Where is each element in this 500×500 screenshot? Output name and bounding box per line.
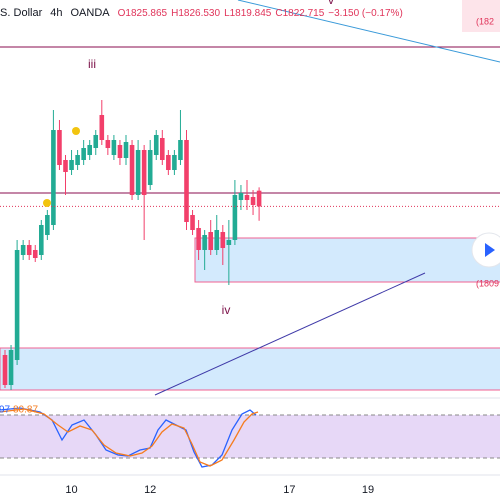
candle-body xyxy=(129,145,135,195)
candle-body xyxy=(81,148,86,160)
candle-body xyxy=(2,355,8,385)
play-icon[interactable] xyxy=(485,243,495,257)
candle-body xyxy=(178,140,183,160)
candle-body xyxy=(226,240,232,245)
candle-body xyxy=(111,140,117,155)
candle-body xyxy=(166,155,171,170)
candle-body xyxy=(220,232,226,248)
candle-body xyxy=(105,140,111,148)
candle-body xyxy=(117,145,123,158)
candle-body xyxy=(250,197,256,205)
price-label: (1809 xyxy=(476,278,499,288)
x-tick-label: 17 xyxy=(283,484,295,496)
candle-body xyxy=(32,250,38,258)
candle-body xyxy=(238,193,244,200)
candle-body xyxy=(190,215,195,230)
candle-body xyxy=(57,130,62,165)
symbol: .S. Dollar xyxy=(0,7,43,19)
candle-body xyxy=(8,350,14,385)
header: .S. Dollar 4h OANDA O1825.865 H1826.530 L1819… xyxy=(0,7,403,19)
candle-body xyxy=(87,145,92,155)
candle-body xyxy=(26,245,32,255)
candle-body xyxy=(93,135,99,148)
x-tick-label: 19 xyxy=(362,484,374,496)
wave-label: iii xyxy=(88,57,96,71)
candles xyxy=(0,100,500,390)
oscillator-value: 80.87 xyxy=(13,405,38,416)
candle-body xyxy=(214,230,220,250)
interval: 4h xyxy=(50,7,62,19)
candle-body xyxy=(184,140,189,222)
candle-body xyxy=(75,155,80,165)
candle-body xyxy=(256,190,262,207)
ohlc-low: L1819.845 xyxy=(224,8,272,19)
candle-body xyxy=(202,235,207,250)
oscillator-value: 97 xyxy=(0,405,11,416)
candle-body xyxy=(14,250,20,360)
candle-body xyxy=(99,115,105,140)
marker-dot xyxy=(72,127,80,135)
candle-body xyxy=(39,225,44,255)
x-axis: 10 12 17 19 xyxy=(65,484,374,496)
zone xyxy=(194,237,500,283)
candle-body xyxy=(208,232,213,250)
ohlc-close: C1822.715 xyxy=(275,8,324,19)
candle-body xyxy=(141,150,147,195)
wave-label: v xyxy=(328,0,334,7)
candle-body xyxy=(153,135,159,155)
trend-line xyxy=(154,272,426,396)
candle-body xyxy=(63,160,68,172)
zones xyxy=(0,46,500,391)
trend-line xyxy=(237,0,500,63)
candle-body xyxy=(244,195,250,200)
candle-body xyxy=(51,130,56,225)
candle-body xyxy=(45,215,50,235)
candle-body xyxy=(196,228,201,250)
wave-label: iv xyxy=(222,303,231,317)
oscillator-band xyxy=(0,415,500,458)
candle-body xyxy=(160,138,165,160)
play-button[interactable] xyxy=(471,232,500,268)
top-right-box xyxy=(462,0,500,32)
zone xyxy=(0,347,500,391)
candle-body xyxy=(147,150,153,185)
ohlc-change: −3.150 (−0.17%) xyxy=(328,8,403,19)
x-tick-label: 10 xyxy=(65,484,77,496)
marker-dot xyxy=(43,199,51,207)
candle-body xyxy=(123,142,129,158)
oscillator-d xyxy=(0,408,259,467)
candle-body xyxy=(232,195,238,240)
ohlc-open: O1825.865 xyxy=(118,8,168,19)
price-label: (182 xyxy=(476,16,494,26)
candle-body xyxy=(172,155,177,170)
candle-body xyxy=(135,150,141,195)
ohlc-high: H1826.530 xyxy=(171,8,220,19)
candle-body xyxy=(20,245,26,255)
x-tick-label: 12 xyxy=(144,484,156,496)
source: OANDA xyxy=(71,7,111,19)
candle-body xyxy=(69,160,74,170)
